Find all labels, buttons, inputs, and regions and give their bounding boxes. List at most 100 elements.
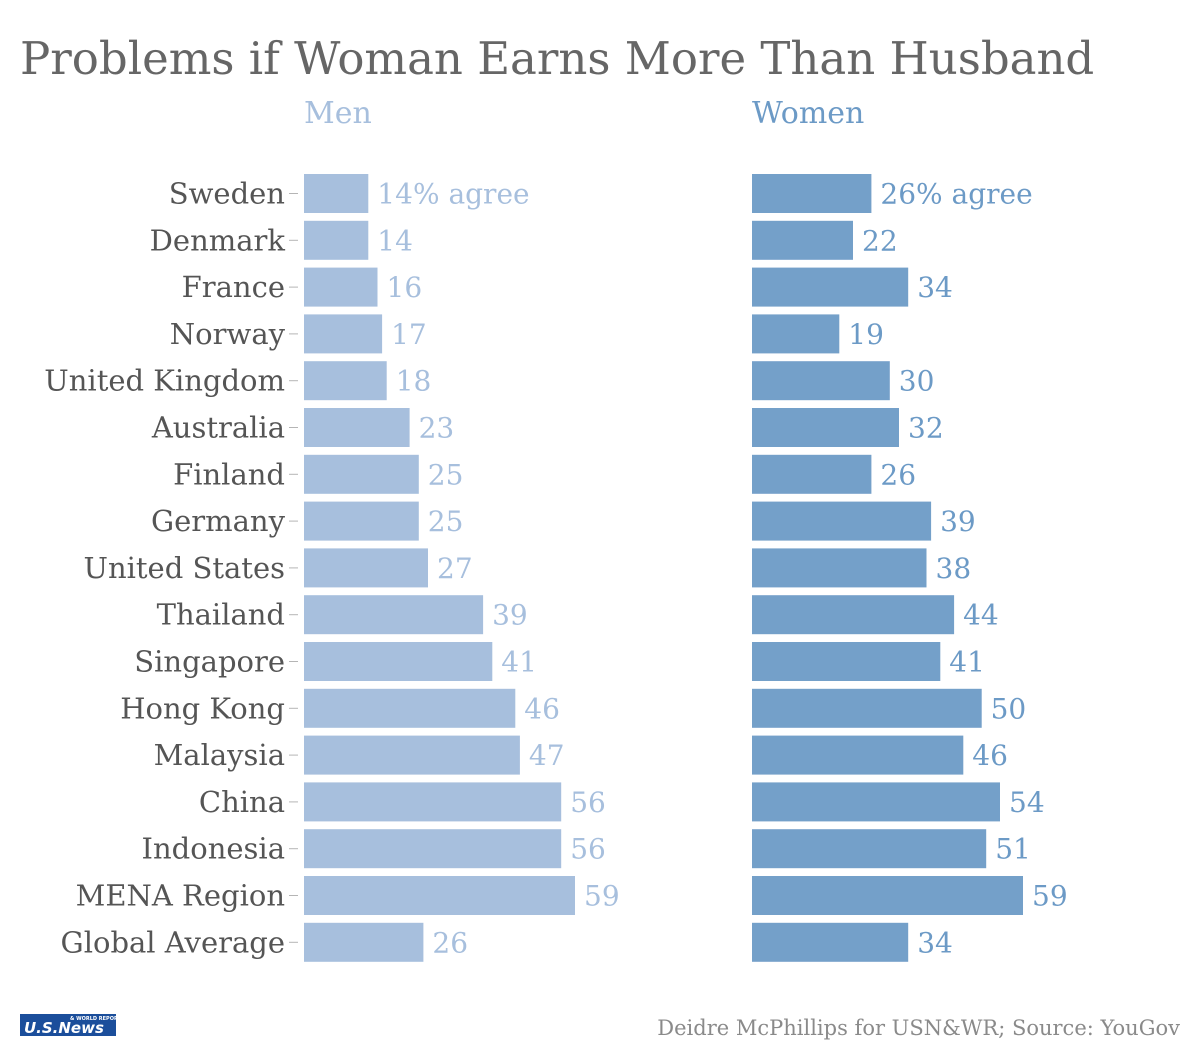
value-number: 41: [949, 646, 985, 679]
value-number: 56: [570, 833, 606, 866]
value-label-women-global-average: 34: [917, 926, 953, 959]
value-label-men-norway: 17: [391, 318, 427, 351]
value-number: 39: [492, 599, 528, 632]
value-number: 14: [377, 178, 413, 211]
value-label-men-finland: 25: [428, 458, 464, 491]
panel-women: 26% agree2234193032263938444150465451593…: [752, 174, 1068, 962]
bar-women-sweden: [752, 174, 872, 213]
value-label-men-sweden: 14% agree: [377, 178, 529, 211]
bar-men-thailand: [304, 595, 484, 635]
bar-women-mena-region: [752, 876, 1023, 915]
value-label-women-sweden: 26% agree: [880, 178, 1032, 211]
bar-men-mena-region: [304, 876, 575, 915]
value-label-women-china: 54: [1009, 786, 1045, 819]
category-label-united-states: United States: [84, 551, 286, 585]
value-number: 47: [529, 739, 565, 772]
value-label-men-china: 56: [570, 786, 606, 819]
value-number: 26: [432, 926, 468, 959]
value-number: 17: [391, 318, 427, 351]
chart-title: Problems if Woman Earns More Than Husban…: [20, 32, 1094, 85]
value-label-women-singapore: 41: [949, 646, 985, 679]
category-labels: Sweden Denmark France Norway United Kingdom A…: [44, 177, 298, 959]
value-number: 23: [419, 412, 455, 445]
category-label-malaysia: Malaysia: [154, 738, 285, 772]
category-label-mena-region: MENA Region: [76, 879, 285, 913]
value-number: 32: [908, 412, 944, 445]
bar-women-finland: [752, 454, 872, 494]
category-label-france: France: [182, 270, 285, 304]
value-number: 25: [428, 458, 464, 491]
category-label-united-kingdom: United Kingdom: [44, 364, 285, 398]
value-label-men-singapore: 41: [501, 646, 537, 679]
bar-women-global-average: [752, 922, 909, 962]
bar-women-united-kingdom: [752, 361, 890, 401]
bar-men-hong-kong: [304, 688, 516, 728]
value-label-men-indonesia: 56: [570, 833, 606, 866]
value-number: 34: [917, 271, 953, 304]
bar-men-malaysia: [304, 735, 520, 775]
bar-men-global-average: [304, 922, 424, 962]
value-label-women-finland: 26: [880, 458, 916, 491]
bar-men-united-states: [304, 548, 428, 588]
value-label-women-mena-region: 59: [1032, 880, 1068, 913]
value-number: 44: [963, 599, 999, 632]
value-label-women-norway: 19: [848, 318, 884, 351]
usnews-logo: U.S.News & WORLD REPORT: [20, 1014, 122, 1037]
category-label-denmark: Denmark: [150, 223, 286, 257]
value-number: 54: [1009, 786, 1045, 819]
value-label-women-united-states: 38: [936, 552, 972, 585]
panel-men: 14% agree1416171823252527394146475656592…: [304, 174, 620, 962]
category-label-thailand: Thailand: [157, 598, 285, 632]
value-label-women-thailand: 44: [963, 599, 999, 632]
bar-men-united-kingdom: [304, 361, 387, 401]
value-label-men-mena-region: 59: [584, 880, 620, 913]
bar-men-denmark: [304, 220, 369, 260]
value-label-men-hong-kong: 46: [524, 692, 560, 725]
bar-women-australia: [752, 408, 899, 447]
value-suffix: % agree: [413, 178, 530, 211]
bar-women-germany: [752, 501, 932, 541]
value-number: 16: [387, 271, 423, 304]
value-number: 46: [972, 739, 1008, 772]
value-number: 46: [524, 692, 560, 725]
value-number: 41: [501, 646, 537, 679]
bar-women-singapore: [752, 642, 941, 681]
value-label-men-united-kingdom: 18: [396, 365, 432, 398]
bar-men-norway: [304, 314, 383, 354]
value-number: 50: [991, 692, 1027, 725]
value-label-women-hong-kong: 50: [991, 692, 1027, 725]
category-label-singapore: Singapore: [134, 645, 285, 679]
bar-men-sweden: [304, 174, 369, 213]
bar-women-thailand: [752, 595, 955, 635]
panel-heading-women: Women: [752, 96, 864, 131]
logo-text: U.S.News: [24, 1019, 104, 1037]
value-label-women-malaysia: 46: [972, 739, 1008, 772]
bar-men-france: [304, 267, 378, 307]
value-label-men-france: 16: [387, 271, 423, 304]
bar-women-denmark: [752, 220, 853, 260]
bar-men-germany: [304, 501, 419, 541]
value-label-women-australia: 32: [908, 412, 944, 445]
value-number: 59: [584, 880, 620, 913]
value-number: 25: [428, 505, 464, 538]
panel-heading-men: Men: [304, 96, 372, 131]
bar-women-france: [752, 267, 909, 307]
category-label-china: China: [199, 785, 285, 819]
value-number: 38: [936, 552, 972, 585]
value-label-men-denmark: 14: [377, 224, 413, 257]
logo-background: [20, 1014, 116, 1036]
category-label-indonesia: Indonesia: [142, 832, 285, 866]
value-label-men-global-average: 26: [432, 926, 468, 959]
value-suffix: % agree: [916, 178, 1033, 211]
value-label-men-united-states: 27: [437, 552, 473, 585]
bar-men-indonesia: [304, 829, 562, 869]
value-number: 59: [1032, 880, 1068, 913]
category-label-finland: Finland: [173, 457, 285, 491]
value-label-men-thailand: 39: [492, 599, 528, 632]
value-number: 19: [848, 318, 884, 351]
bar-women-united-states: [752, 548, 927, 588]
bar-men-australia: [304, 408, 410, 447]
value-number: 27: [437, 552, 473, 585]
category-label-global-average: Global Average: [61, 925, 285, 959]
